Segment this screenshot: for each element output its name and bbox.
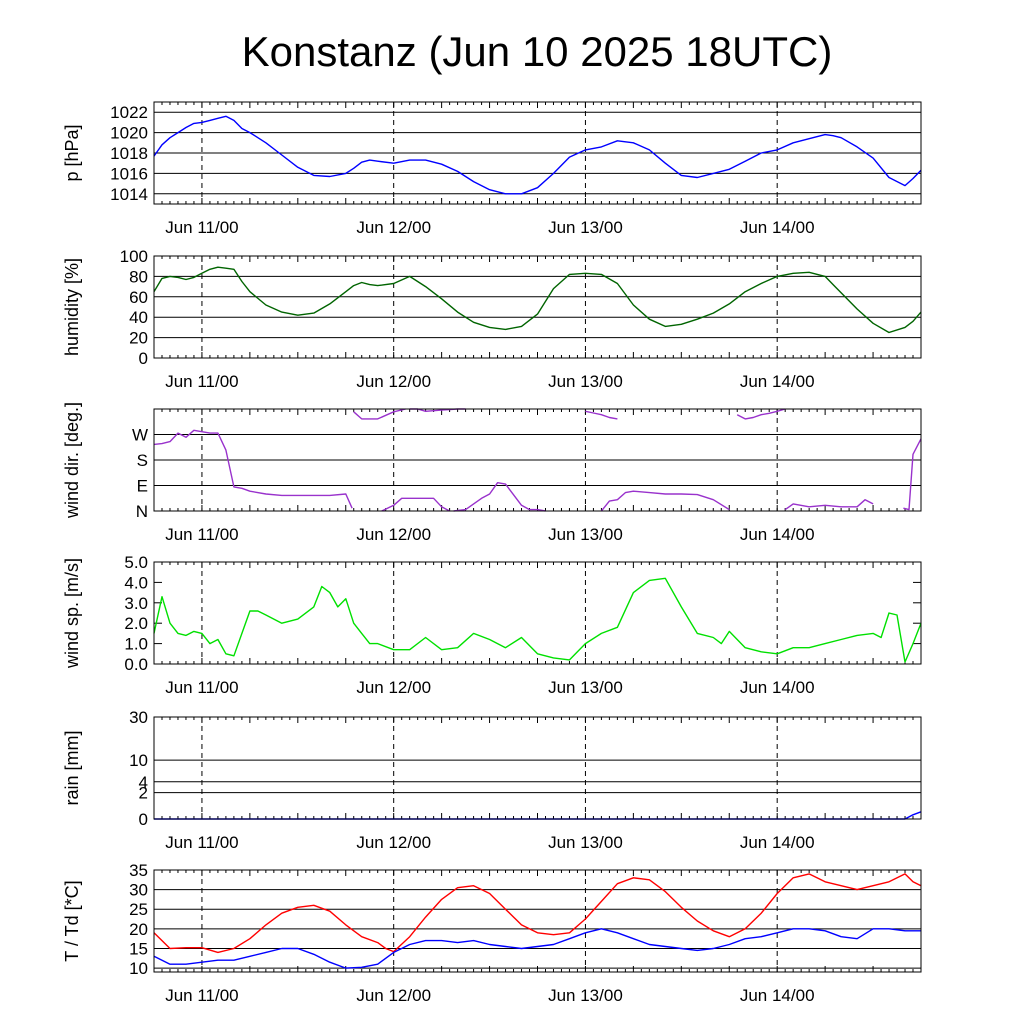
x-tick-label: Jun 12/00 xyxy=(356,372,431,391)
y-tick-label: W xyxy=(132,426,148,445)
y-tick-label: 1018 xyxy=(110,144,148,163)
y-tick-label: 1016 xyxy=(110,164,148,183)
plot-frame xyxy=(153,716,922,820)
x-tick-label: Jun 14/00 xyxy=(740,525,815,544)
y-tick-label: 2 xyxy=(139,784,148,803)
x-tick-label: Jun 13/00 xyxy=(548,678,623,697)
y-tick-label: N xyxy=(136,502,148,521)
y-axis-label: p [hPa] xyxy=(62,124,82,181)
y-tick-label: 35 xyxy=(129,861,148,880)
x-tick-label: Jun 12/00 xyxy=(356,986,431,1005)
y-tick-label: S xyxy=(137,451,148,470)
y-tick-label: 3.0 xyxy=(124,594,148,613)
series-line xyxy=(153,115,922,195)
series-line xyxy=(153,928,921,969)
series-line xyxy=(784,499,874,511)
x-tick-label: Jun 13/00 xyxy=(548,372,623,391)
x-tick-label: Jun 13/00 xyxy=(548,525,623,544)
series-line xyxy=(153,429,353,509)
y-tick-label: 1020 xyxy=(110,124,148,143)
y-tick-label: 0.0 xyxy=(124,655,148,674)
plot-frame xyxy=(153,561,922,665)
y-tick-label: 10 xyxy=(129,751,148,770)
x-tick-label: Jun 12/00 xyxy=(356,525,431,544)
x-tick-label: Jun 13/00 xyxy=(548,218,623,237)
series-line xyxy=(153,266,922,334)
y-tick-label: 10 xyxy=(129,959,148,978)
x-tick-label: Jun 11/00 xyxy=(165,678,238,697)
y-tick-label: 2.0 xyxy=(124,614,148,633)
x-tick-label: Jun 14/00 xyxy=(740,678,815,697)
series-line xyxy=(153,873,922,954)
x-tick-label: Jun 11/00 xyxy=(165,218,238,237)
y-tick-label: 80 xyxy=(129,267,148,286)
y-tick-label: 1022 xyxy=(110,103,148,122)
series-line xyxy=(600,490,730,512)
y-tick-label: 15 xyxy=(129,939,148,958)
y-axis-label: T / Td [*C] xyxy=(62,880,82,961)
y-tick-label: 1.0 xyxy=(124,635,148,654)
x-tick-label: Jun 14/00 xyxy=(740,218,815,237)
y-tick-label: 4.0 xyxy=(124,573,148,592)
x-tick-label: Jun 13/00 xyxy=(548,833,623,852)
y-tick-label: 25 xyxy=(129,900,148,919)
x-tick-label: Jun 11/00 xyxy=(165,986,238,1005)
y-tick-label: 60 xyxy=(129,288,148,307)
y-tick-label: 30 xyxy=(129,881,148,900)
x-tick-label: Jun 14/00 xyxy=(740,986,815,1005)
plot-frame xyxy=(153,101,922,205)
series-line xyxy=(381,497,450,512)
series-line xyxy=(153,577,922,663)
y-tick-label: 1014 xyxy=(110,185,148,204)
y-tick-label: 0 xyxy=(139,349,148,368)
y-tick-label: 20 xyxy=(129,329,148,348)
y-tick-label: 5.0 xyxy=(124,553,148,572)
y-tick-label: 100 xyxy=(120,247,148,266)
series-line xyxy=(353,408,406,420)
series-line xyxy=(453,482,546,512)
x-tick-label: Jun 14/00 xyxy=(740,833,815,852)
y-tick-label: E xyxy=(137,477,148,496)
y-tick-label: 40 xyxy=(129,308,148,327)
series-line xyxy=(903,438,922,511)
series-line xyxy=(585,410,618,420)
panel-4: 0 24 10 30 Jun 11/00 Jun 12/00 Jun 13/00 Jun 14… xyxy=(62,708,922,852)
x-tick-label: Jun 12/00 xyxy=(356,678,431,697)
y-tick-label: 4 xyxy=(139,773,148,792)
x-tick-label: Jun 12/00 xyxy=(356,218,431,237)
plot-frame xyxy=(153,408,922,512)
series-line xyxy=(736,408,786,420)
y-axis-label: humidity [%] xyxy=(62,258,82,356)
y-axis-label: rain [mm] xyxy=(62,730,82,805)
y-axis-label: wind sp. [m/s] xyxy=(62,558,82,669)
plot-frame xyxy=(153,869,922,973)
panel-3: 0.01.0 2.03.0 4.05.0 Jun 11/00 Jun 12/00 Jun … xyxy=(62,553,922,697)
x-tick-label: Jun 11/00 xyxy=(165,833,238,852)
y-tick-label: 0 xyxy=(139,810,148,829)
chart-title: Konstanz (Jun 10 2025 18UTC) xyxy=(242,28,833,75)
x-tick-label: Jun 13/00 xyxy=(548,986,623,1005)
y-axis-label: wind dir. [deg.] xyxy=(62,402,82,519)
y-tick-label: 30 xyxy=(129,708,148,727)
x-tick-label: Jun 11/00 xyxy=(165,525,238,544)
y-tick-label: 20 xyxy=(129,920,148,939)
x-tick-label: Jun 11/00 xyxy=(165,372,238,391)
x-tick-label: Jun 12/00 xyxy=(356,833,431,852)
x-tick-label: Jun 14/00 xyxy=(740,372,815,391)
plot-frame xyxy=(153,255,922,359)
